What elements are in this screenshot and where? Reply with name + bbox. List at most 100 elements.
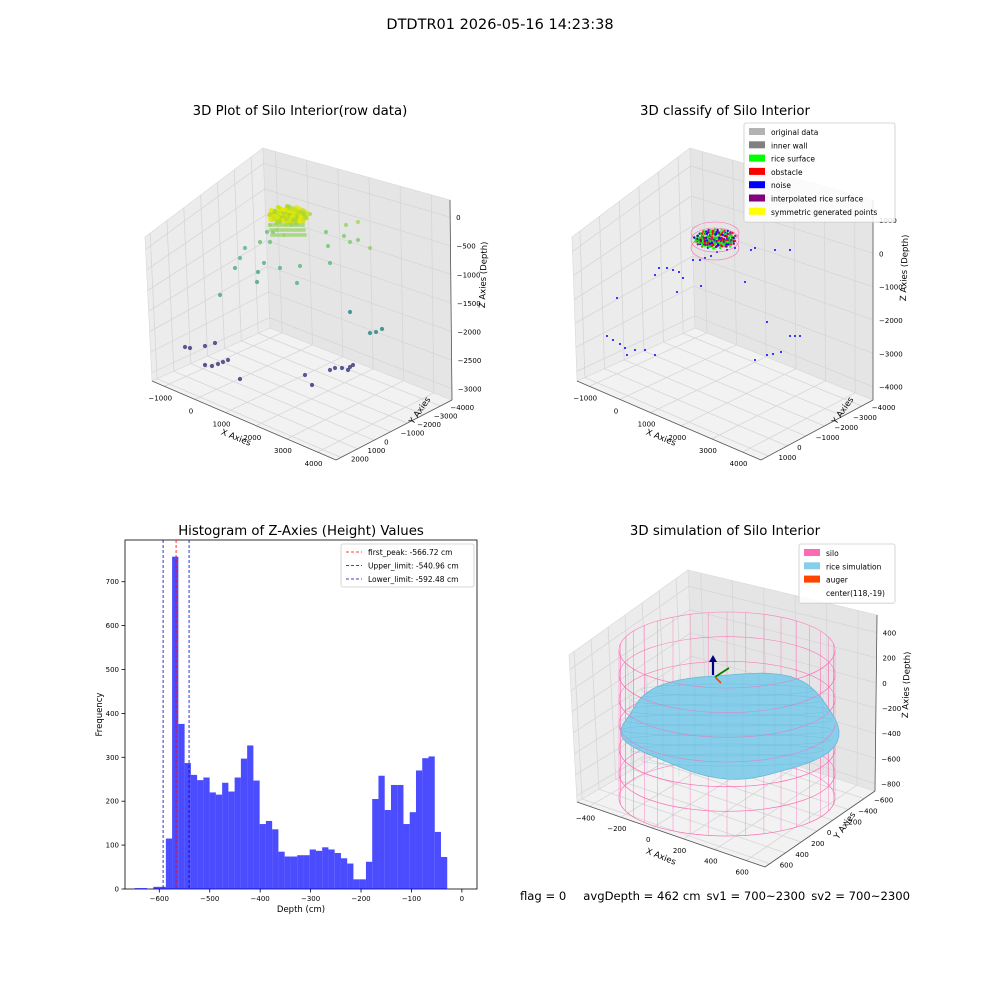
classified-point	[710, 241, 713, 245]
raw-data-point	[277, 265, 283, 271]
raw-data-point	[343, 222, 349, 228]
x-grid-line	[745, 610, 859, 861]
noise-point	[644, 349, 646, 351]
histogram-bar	[265, 820, 273, 889]
classified-point	[720, 228, 723, 231]
noise-point	[654, 274, 656, 276]
classified-point	[721, 245, 724, 248]
x-tick-label: 0	[614, 407, 618, 415]
x-tick-label: 2000	[668, 434, 686, 442]
raw-data-point	[202, 343, 208, 349]
noise-point	[772, 353, 774, 355]
classified-point	[709, 231, 712, 234]
noise-point	[799, 335, 801, 337]
x-grid-line	[711, 186, 826, 440]
raw-data-point	[303, 215, 309, 221]
classify-3d-panel: 3D classify of Silo Interior −1000 0 1000 2…	[555, 100, 925, 480]
raw-data-point	[301, 223, 305, 227]
raw-data-point	[302, 372, 308, 378]
classified-point	[716, 228, 719, 232]
classified-point	[726, 229, 729, 233]
z-grid-line	[147, 214, 451, 291]
histogram-bar	[390, 784, 398, 889]
raw-data-point	[297, 263, 303, 269]
x-tick-label: 200	[673, 847, 686, 855]
raw-data-point	[289, 223, 293, 227]
z-tick-label: −4000	[879, 384, 903, 392]
y-tick-label: −4000	[872, 404, 896, 412]
x-tick-label: −100	[402, 895, 421, 903]
histogram-bar	[203, 777, 210, 889]
raw-data-point	[281, 228, 285, 232]
y-grid-line	[250, 156, 441, 407]
z-axis-label: Z Axies (Depth)	[901, 651, 913, 718]
raw-data-point	[272, 228, 276, 232]
raw-data-point	[327, 367, 333, 373]
z-tick-label: −2500	[458, 357, 482, 365]
classified-point	[718, 242, 721, 245]
classified-point	[732, 236, 735, 240]
noise-point	[744, 281, 746, 283]
classified-point	[725, 245, 728, 248]
raw-data-point	[273, 233, 277, 237]
z-grid-line	[573, 195, 874, 276]
z-tick-label: −800	[881, 780, 900, 788]
noise-point	[774, 249, 776, 251]
z-axis-line	[449, 199, 453, 401]
x-axis-line	[151, 380, 337, 461]
raw-data-point	[270, 233, 274, 237]
classified-point	[704, 243, 707, 246]
y-axis-label: Frequency	[95, 693, 105, 737]
raw-data-point	[268, 217, 273, 222]
classified-point	[729, 231, 732, 234]
silo-ring-front	[618, 748, 836, 787]
raw-data-point	[254, 279, 260, 285]
classify-3d-plot: −100001000200030004000−4000−3000−2000−10…	[571, 122, 911, 468]
x-tick-label: 0	[460, 895, 464, 903]
silo-ring-front	[618, 723, 836, 763]
noise-point	[766, 321, 768, 323]
simulation-legend-label: silo	[826, 549, 839, 558]
z-grid-line	[569, 585, 877, 671]
classify-legend-swatch	[749, 154, 765, 162]
classified-point	[731, 232, 734, 235]
classified-point	[703, 230, 706, 233]
x-grid-line	[317, 194, 435, 453]
silo-ring-front	[618, 699, 836, 738]
raw-data-point	[275, 228, 279, 232]
raw-data-point	[217, 292, 223, 298]
raw-data-point	[278, 228, 282, 232]
y-grid-line	[677, 156, 862, 407]
classified-point	[719, 233, 722, 237]
raw-data-point	[345, 367, 351, 373]
raw-3d-plot: −100001000200030004000−4000−3000−2000−10…	[144, 147, 490, 468]
raw-data-point	[291, 233, 295, 237]
silo-ring-front	[618, 797, 836, 837]
classified-point	[722, 240, 725, 244]
histogram-bar	[253, 780, 260, 889]
simulation-legend-swatch	[804, 562, 820, 570]
z-axis-label: Z Axies (Depth)	[899, 234, 911, 301]
noise-point	[789, 249, 791, 251]
classify-legend-swatch	[749, 141, 765, 149]
x-tick-label: 1000	[638, 421, 656, 429]
y-tick-label: −3000	[853, 414, 877, 422]
simulation-legend-swatch	[804, 575, 820, 583]
z-tick-label: −1500	[457, 300, 481, 308]
histogram-bar	[284, 856, 291, 889]
histogram-bar	[409, 812, 416, 889]
raw-data-point	[291, 217, 297, 223]
histogram-bar	[353, 879, 360, 889]
x-axis-line	[576, 380, 762, 461]
histogram-bar	[309, 849, 316, 889]
raw-data-point	[269, 228, 273, 232]
classified-point	[698, 241, 701, 245]
classified-point	[713, 237, 716, 240]
classified-point	[717, 231, 721, 234]
histogram-bar	[297, 855, 304, 889]
classify-legend-label: original data	[771, 128, 818, 137]
z-grid-line	[151, 317, 453, 389]
histogram-bar	[178, 723, 185, 889]
classified-point	[723, 234, 727, 238]
histogram-bar	[359, 879, 366, 889]
